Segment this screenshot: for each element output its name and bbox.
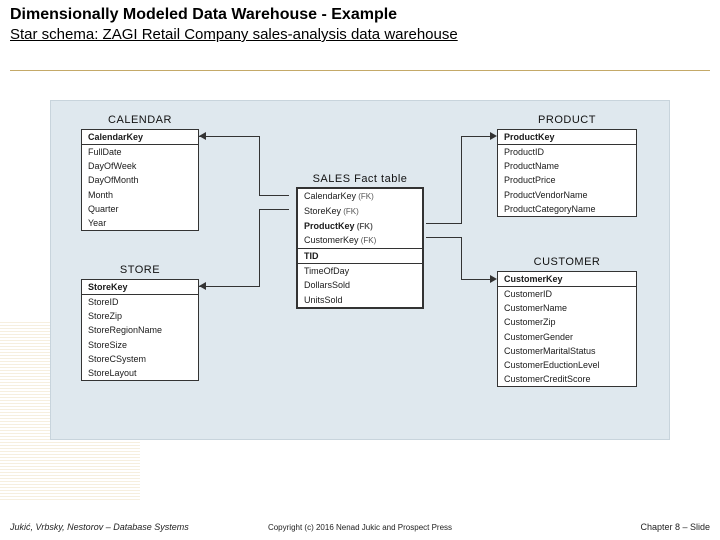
- entity-field: DayOfMonth: [82, 173, 198, 187]
- arrowhead-icon: [199, 132, 206, 140]
- arrowhead-icon: [490, 275, 497, 283]
- page-title: Dimensionally Modeled Data Warehouse - E…: [10, 6, 397, 24]
- entity-label: SALES Fact table: [298, 173, 422, 185]
- connector: [461, 136, 491, 137]
- connector: [426, 237, 461, 238]
- slide: Dimensionally Modeled Data Warehouse - E…: [0, 0, 720, 540]
- entity-fk: CalendarKey: [298, 189, 422, 204]
- entity-field: UnitsSold: [298, 293, 422, 307]
- entity-key: CalendarKey: [82, 130, 198, 145]
- entity-field: StoreID: [82, 295, 198, 309]
- entity-key: TID: [298, 249, 422, 264]
- connector: [461, 136, 462, 224]
- entity-field: StoreZip: [82, 309, 198, 323]
- entity-field: CustomerEductionLevel: [498, 358, 636, 372]
- entity-field: TimeOfDay: [298, 264, 422, 278]
- entity-label: PRODUCT: [498, 114, 636, 126]
- entity-field: CustomerGender: [498, 330, 636, 344]
- entity-field: ProductVendorName: [498, 188, 636, 202]
- entity-field: DollarsSold: [298, 278, 422, 292]
- entity-key: ProductKey: [498, 130, 636, 145]
- entity-field: Quarter: [82, 202, 198, 216]
- connector: [199, 286, 259, 287]
- entity-field: StoreCSystem: [82, 352, 198, 366]
- entity-sales-fact: SALES Fact table CalendarKey StoreKey Pr…: [296, 187, 424, 309]
- entity-field: StoreSize: [82, 338, 198, 352]
- entity-field: FullDate: [82, 145, 198, 159]
- entity-field: Month: [82, 188, 198, 202]
- entity-field: ProductName: [498, 159, 636, 173]
- entity-field: DayOfWeek: [82, 159, 198, 173]
- entity-product: PRODUCT ProductKey ProductID ProductName…: [497, 129, 637, 217]
- arrowhead-icon: [199, 282, 206, 290]
- entity-label: CUSTOMER: [498, 256, 636, 268]
- connector: [259, 209, 260, 287]
- footer-center: Copyright (c) 2016 Nenad Jukic and Prosp…: [0, 523, 720, 532]
- page-subtitle: Star schema: ZAGI Retail Company sales-a…: [10, 26, 458, 43]
- entity-fk: ProductKey: [298, 219, 422, 234]
- entity-label: CALENDAR: [82, 114, 198, 126]
- connector: [259, 195, 289, 196]
- entity-field: ProductCategoryName: [498, 202, 636, 216]
- horizontal-rule: [10, 70, 710, 71]
- entity-field: CustomerCreditScore: [498, 372, 636, 386]
- entity-field: ProductID: [498, 145, 636, 159]
- entity-customer: CUSTOMER CustomerKey CustomerID Customer…: [497, 271, 637, 387]
- entity-key: CustomerKey: [498, 272, 636, 287]
- entity-key: StoreKey: [82, 280, 198, 295]
- entity-field: CustomerZip: [498, 315, 636, 329]
- connector: [259, 136, 260, 195]
- entity-field: CustomerMaritalStatus: [498, 344, 636, 358]
- entity-fk: StoreKey: [298, 204, 422, 219]
- entity-fk: CustomerKey: [298, 233, 422, 249]
- connector: [461, 237, 462, 279]
- entity-field: StoreRegionName: [82, 323, 198, 337]
- arrowhead-icon: [490, 132, 497, 140]
- connector: [461, 279, 491, 280]
- entity-store: STORE StoreKey StoreID StoreZip StoreReg…: [81, 279, 199, 381]
- entity-field: CustomerName: [498, 301, 636, 315]
- entity-field: ProductPrice: [498, 173, 636, 187]
- footer-right: Chapter 8 – Slide: [640, 522, 710, 532]
- entity-label: STORE: [82, 264, 198, 276]
- star-schema-diagram: CALENDAR CalendarKey FullDate DayOfWeek …: [50, 100, 670, 440]
- entity-field: CustomerID: [498, 287, 636, 301]
- entity-calendar: CALENDAR CalendarKey FullDate DayOfWeek …: [81, 129, 199, 231]
- connector: [199, 136, 259, 137]
- entity-field: Year: [82, 216, 198, 230]
- entity-field: StoreLayout: [82, 366, 198, 380]
- connector: [259, 209, 289, 210]
- connector: [426, 223, 461, 224]
